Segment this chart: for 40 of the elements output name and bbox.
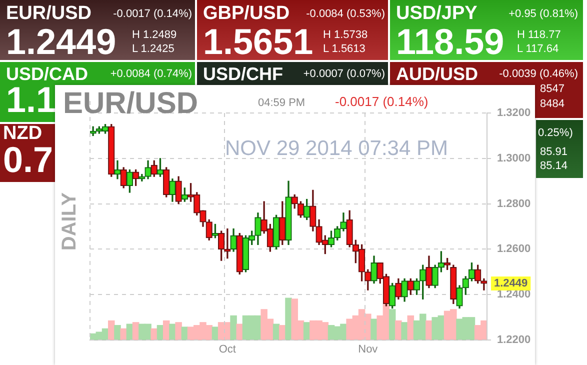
text: H 1.2489: [132, 29, 177, 42]
y-axis-title: DAILY: [58, 192, 82, 251]
x-tick-label: Nov: [358, 344, 378, 356]
text: 8547: [540, 83, 564, 96]
annotation: NOV 29 2014 07:34 PM: [225, 137, 448, 161]
text: -0.0017 (0.14%): [335, 94, 428, 109]
bar: [150, 328, 158, 340]
y-tick-label: 1.3000: [497, 152, 531, 164]
text: -0.0039 (0.46%): [499, 68, 578, 80]
text: 0.25%): [538, 127, 573, 140]
text: +0.0007 (0.07%): [303, 68, 385, 80]
bar: [120, 328, 127, 340]
text: 85.14: [540, 160, 568, 172]
text: 1.2449: [494, 278, 528, 290]
text: 8484: [540, 98, 564, 110]
bar: [114, 325, 121, 340]
bar: [388, 309, 396, 340]
y-tick-label: 1.2200: [497, 334, 531, 346]
text: +0.95 (0.81%): [508, 8, 578, 20]
text: +0.0084 (0.74%): [110, 68, 192, 80]
x-tick-label: Oct: [218, 344, 236, 356]
y-tick-label: 1.2600: [497, 243, 531, 256]
text: H 118.77: [517, 29, 561, 42]
text: L 1.5613: [323, 43, 366, 56]
y-tick-label: 1.2800: [497, 198, 531, 210]
text: USD/CHF: [203, 64, 283, 85]
text: 04:59 PM: [258, 97, 306, 109]
bar: [108, 320, 115, 340]
text: -0.0017 (0.14%): [113, 8, 192, 20]
bar: [175, 322, 182, 340]
chart-title: EUR/USD: [63, 87, 198, 121]
bar: [401, 322, 408, 340]
y-tick-label: 1.3200: [497, 107, 531, 120]
text: H 1.5738: [323, 29, 368, 42]
text: L 1.2425: [132, 43, 174, 56]
text: -0.0084 (0.53%): [306, 8, 385, 20]
text: 85.91: [540, 146, 568, 158]
text: L 117.64: [517, 43, 559, 56]
text: AUD/USD: [396, 64, 478, 85]
bar: [230, 315, 237, 340]
